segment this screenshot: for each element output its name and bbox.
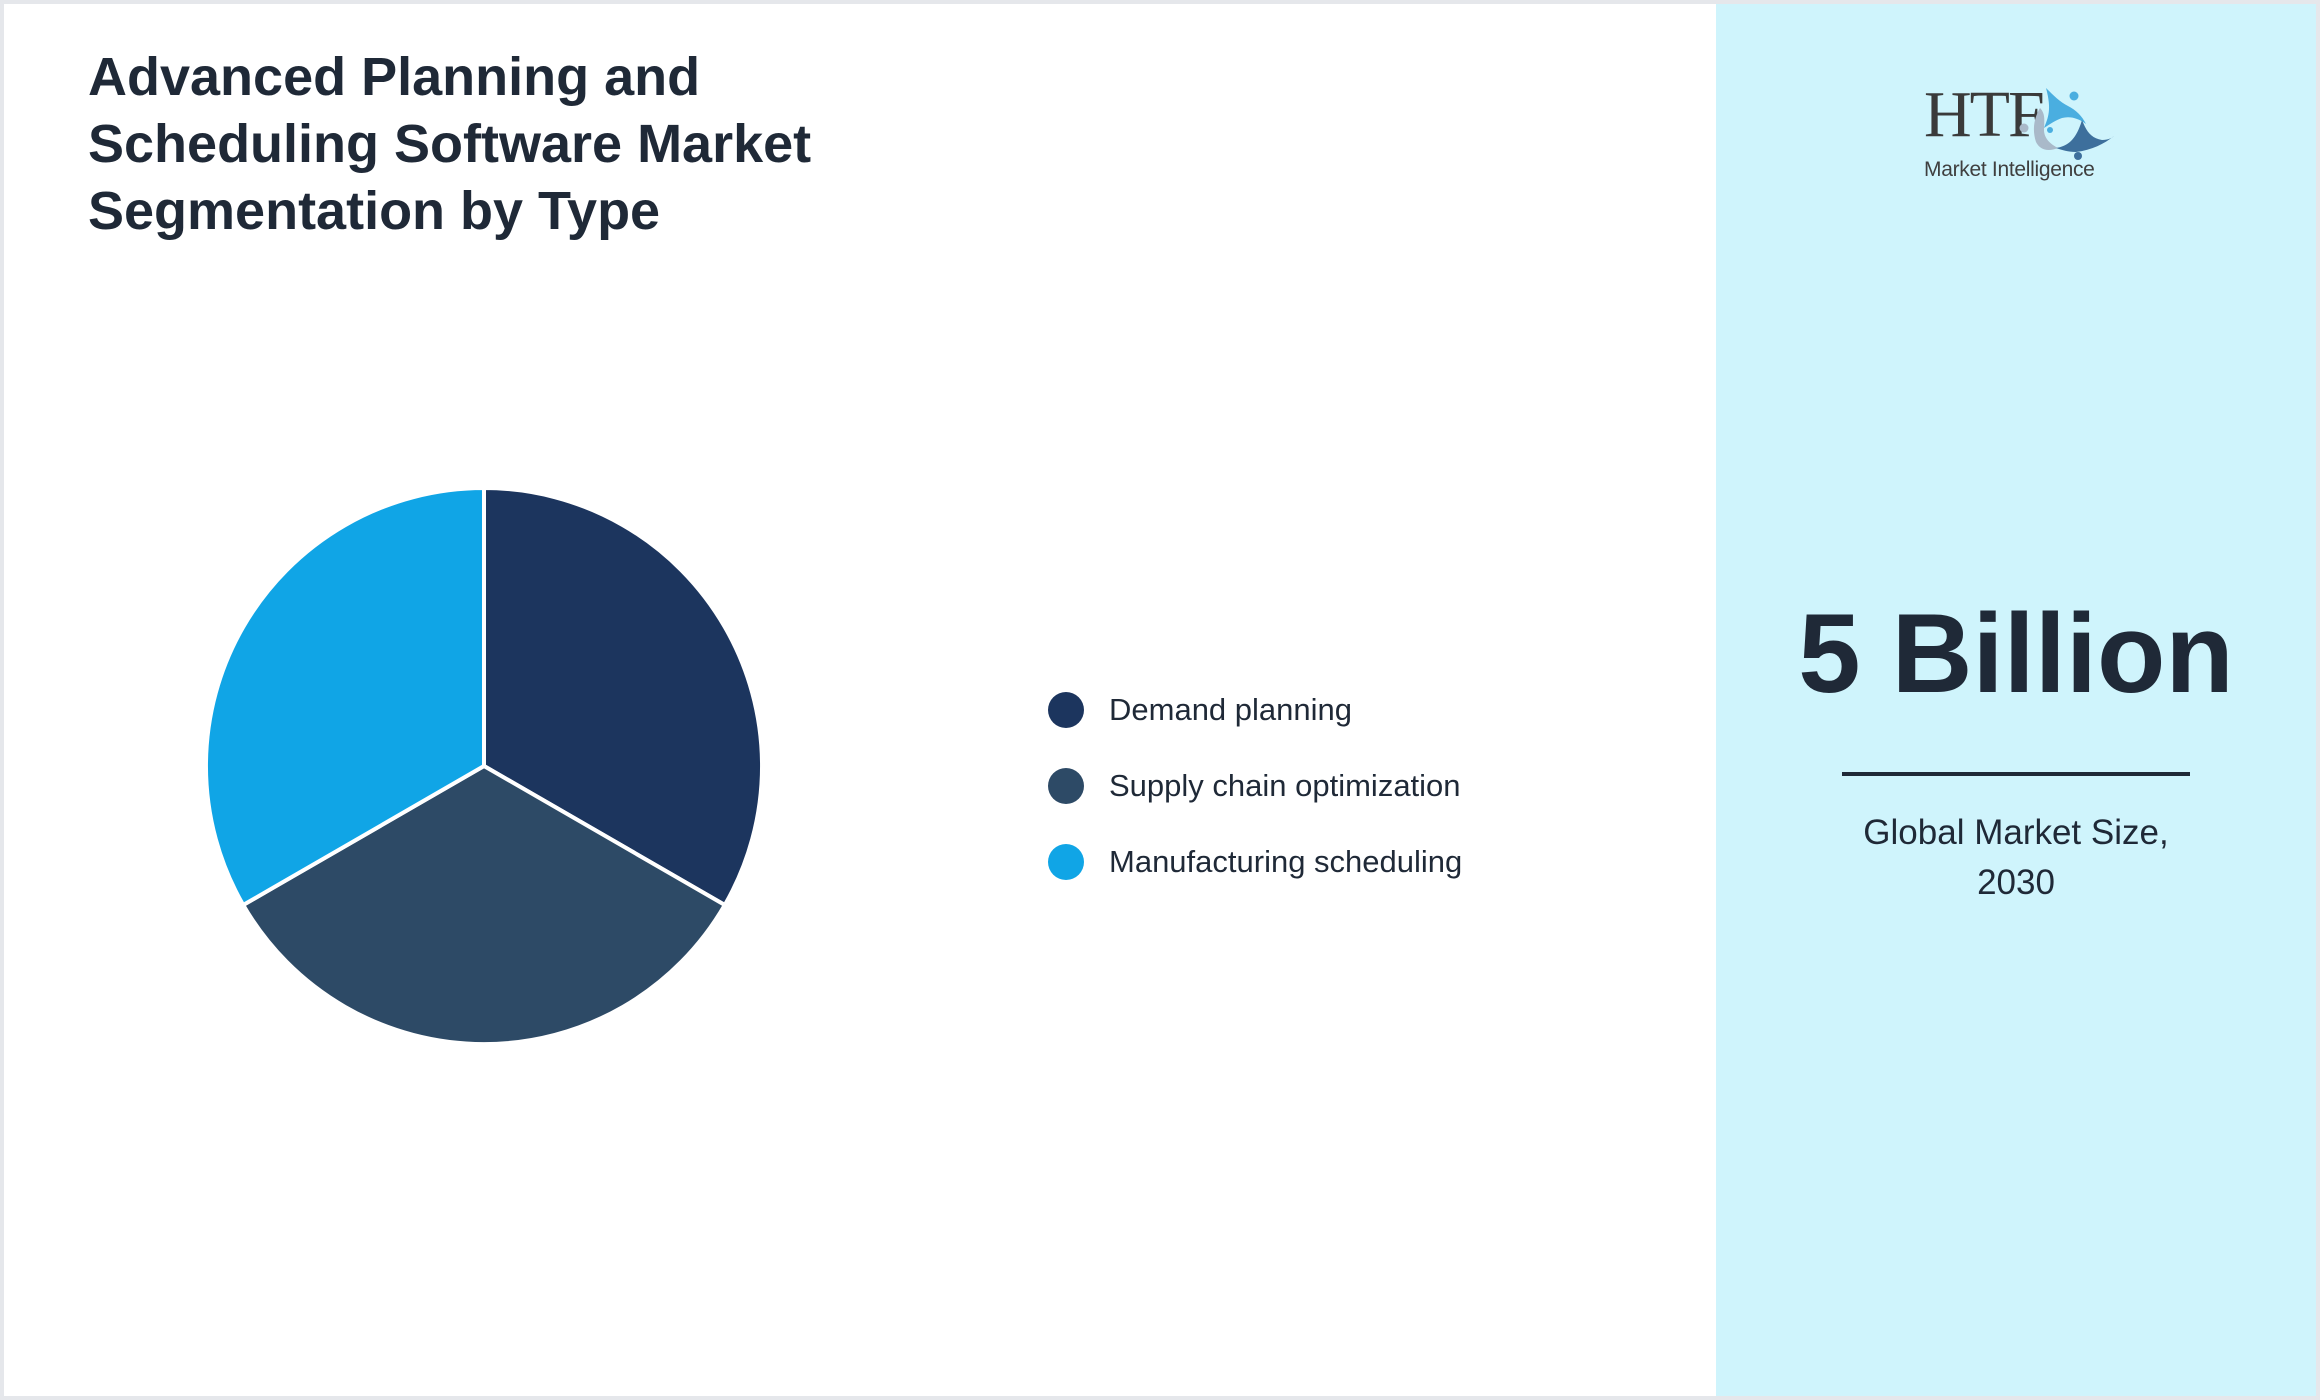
- caption-line-1: Global Market Size,: [1863, 813, 2169, 852]
- chart-legend: Demand planning Supply chain optimizatio…: [1048, 672, 1462, 900]
- pie-chart: [204, 486, 764, 1047]
- legend-label: Manufacturing scheduling: [1109, 844, 1463, 879]
- market-size-value: 5 Billion: [1798, 591, 2234, 716]
- logo-tagline: Market Intelligence: [1924, 158, 2095, 181]
- title-line-3: Segmentation by Type: [88, 181, 661, 241]
- people-circle-logo-icon: [2019, 88, 2114, 160]
- infographic-card: Advanced Planning and Scheduling Softwar…: [4, 4, 2316, 1396]
- legend-item-supply-chain-optimization[interactable]: Supply chain optimization: [1048, 748, 1462, 824]
- caption-line-2: 2030: [1977, 863, 2055, 902]
- legend-label: Demand planning: [1109, 692, 1353, 727]
- legend-dot-icon: [1048, 692, 1084, 728]
- legend-dot-icon: [1048, 768, 1084, 804]
- title-line-2: Scheduling Software Market: [88, 114, 812, 174]
- divider: [1842, 772, 2190, 776]
- legend-item-manufacturing-scheduling[interactable]: Manufacturing scheduling: [1048, 824, 1462, 900]
- pie-slice-manufacturing-scheduling[interactable]: [204, 486, 486, 907]
- legend-dot-icon: [1048, 844, 1084, 880]
- title-line-1: Advanced Planning and: [88, 47, 701, 107]
- logo-wordmark: HTF: [1924, 78, 2045, 151]
- legend-label: Supply chain optimization: [1109, 768, 1461, 803]
- market-size-caption: Global Market Size, 2030: [1816, 808, 2216, 908]
- market-size-panel: HTF Market Intelligence 5 Billion Global…: [1716, 4, 2316, 1396]
- page-title: Advanced Planning and Scheduling Softwar…: [88, 44, 888, 245]
- htf-logo: HTF Market Intelligence: [1924, 82, 2124, 192]
- pie-slice-demand-planning[interactable]: [482, 486, 764, 907]
- legend-item-demand-planning[interactable]: Demand planning: [1048, 672, 1462, 748]
